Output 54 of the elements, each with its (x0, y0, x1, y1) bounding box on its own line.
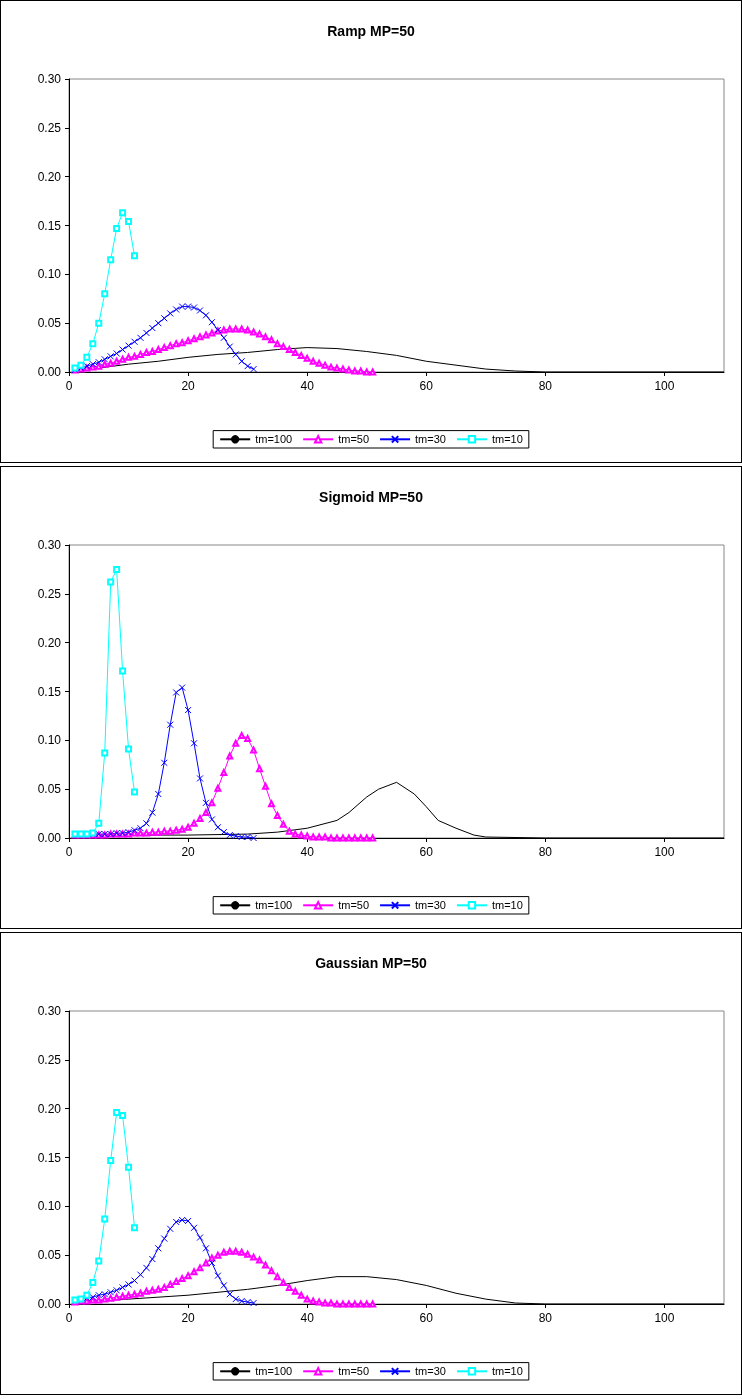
legend-label: tm=50 (338, 1365, 370, 1378)
legend-label: tm=30 (415, 433, 446, 446)
x-tick-label: 0 (65, 845, 73, 859)
chart-title: Ramp MP=50 (327, 23, 415, 39)
legend-label: tm=30 (415, 899, 446, 912)
x-tick-label: 60 (419, 845, 434, 859)
y-tick-label: 0.00 (37, 365, 62, 379)
x-tick-label: 0 (65, 1311, 73, 1325)
legend-label: tm=10 (491, 899, 523, 912)
y-tick-label: 0.30 (37, 1004, 62, 1018)
legend-label: tm=100 (255, 433, 293, 446)
chart-title: Sigmoid MP=50 (319, 489, 424, 505)
legend-label: tm=100 (255, 899, 293, 912)
chart-title: Gaussian MP=50 (315, 955, 428, 971)
x-tick-label: 20 (181, 845, 196, 859)
y-tick-label: 0.10 (37, 733, 62, 748)
x-tick-label: 60 (419, 1311, 434, 1325)
legend-label: tm=100 (255, 1365, 293, 1378)
y-tick-label: 0.05 (37, 782, 62, 797)
y-tick-label: 0.25 (37, 120, 62, 135)
legend-label: tm=10 (491, 433, 523, 446)
x-tick-label: 100 (654, 1311, 675, 1325)
x-tick-label: 20 (181, 379, 196, 393)
y-tick-label: 0.00 (37, 831, 62, 845)
x-tick-label: 80 (538, 1311, 553, 1325)
y-tick-label: 0.20 (37, 1101, 62, 1116)
y-tick-label: 0.30 (37, 538, 62, 552)
x-tick-label: 100 (654, 379, 675, 393)
y-tick-label: 0.30 (37, 72, 62, 86)
legend-label: tm=30 (415, 1365, 446, 1378)
x-tick-label: 80 (538, 845, 553, 859)
y-tick-label: 0.10 (37, 1199, 62, 1214)
x-tick-label: 40 (300, 379, 315, 393)
y-tick-label: 0.05 (37, 316, 62, 331)
y-tick-label: 0.00 (37, 1297, 62, 1311)
y-tick-label: 0.15 (37, 684, 62, 699)
y-tick-label: 0.25 (37, 1052, 62, 1067)
y-tick-label: 0.20 (37, 635, 62, 650)
y-tick-label: 0.15 (37, 1150, 62, 1165)
legend-label: tm=50 (338, 899, 370, 912)
y-tick-label: 0.05 (37, 1248, 62, 1263)
x-tick-label: 20 (181, 1311, 196, 1325)
x-tick-label: 40 (300, 845, 315, 859)
y-tick-label: 0.25 (37, 586, 62, 601)
x-tick-label: 60 (419, 379, 434, 393)
y-tick-label: 0.10 (37, 267, 62, 282)
y-tick-label: 0.20 (37, 169, 62, 184)
x-tick-label: 80 (538, 379, 553, 393)
y-tick-label: 0.15 (37, 218, 62, 233)
x-tick-label: 40 (300, 1311, 315, 1325)
x-tick-label: 100 (654, 845, 675, 859)
legend-label: tm=10 (491, 1365, 523, 1378)
x-tick-label: 0 (65, 379, 73, 393)
legend-label: tm=50 (338, 433, 370, 446)
